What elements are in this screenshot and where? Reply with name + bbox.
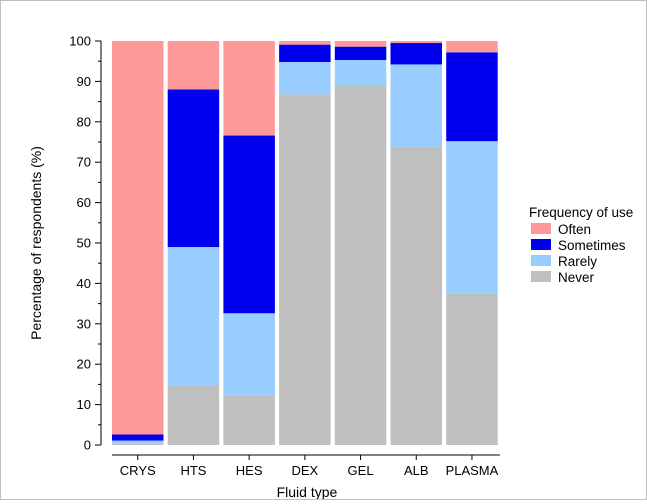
bar-segment-gel-rarely	[334, 59, 387, 86]
x-tick-label: HES	[236, 463, 263, 478]
x-tick-label: PLASMA	[446, 463, 499, 478]
y-tick-label: 100	[69, 34, 91, 49]
bar-segment-hes-often	[223, 41, 275, 136]
y-tick-label: 40	[77, 276, 91, 291]
y-tick-label: 60	[77, 195, 91, 210]
bar-segment-crys-rarely	[112, 440, 164, 444]
bar-segment-dex-never	[279, 94, 331, 445]
legend-label-rarely: Rarely	[558, 254, 597, 269]
legend-swatch-often	[531, 223, 551, 234]
legend-title: Frequency of use	[529, 205, 633, 220]
legend-label-often: Often	[558, 222, 591, 237]
x-tick-label: CRYS	[120, 463, 156, 478]
bar-segment-hts-never	[167, 385, 220, 445]
bar-segment-dex-rarely	[279, 62, 331, 95]
bar-segment-crys-never	[112, 443, 164, 445]
y-tick-label: 80	[77, 114, 91, 129]
x-tick-label: GEL	[348, 463, 374, 478]
bar-segment-alb-never	[390, 146, 442, 445]
y-tick-label: 70	[77, 155, 91, 170]
bar-segment-plasma-often	[446, 41, 498, 53]
x-tick-label: ALB	[404, 463, 429, 478]
bar-segment-plasma-rarely	[446, 141, 498, 294]
x-tick-label: DEX	[291, 463, 318, 478]
x-tick-label: HTS	[180, 463, 206, 478]
y-tick-label: 50	[77, 236, 91, 251]
legend-swatch-sometimes	[531, 239, 551, 250]
bar-segment-alb-sometimes	[390, 43, 442, 65]
bar-segment-crys-sometimes	[112, 434, 164, 441]
x-axis-title: Fluid type	[277, 484, 338, 499]
y-tick-label: 0	[84, 438, 91, 453]
bar-segment-crys-often	[112, 41, 164, 435]
bar-segment-gel-sometimes	[334, 46, 387, 60]
legend: Frequency of use OftenSometimesRarelyNeve…	[529, 205, 633, 285]
axis-layer: 0 10 20 30 40 50 60 70 80 90 100 CRYS HTS HES DEX GEL AL…	[28, 34, 500, 500]
bar-segment-dex-sometimes	[279, 44, 331, 63]
bar-segment-hts-often	[167, 41, 220, 90]
bar-segment-hes-never	[223, 395, 275, 445]
y-tick-label: 90	[77, 74, 91, 89]
y-tick-label: 20	[77, 357, 91, 372]
bar-segment-hts-rarely	[167, 247, 220, 386]
bar-segment-alb-rarely	[390, 64, 442, 147]
y-tick-label: 30	[77, 316, 91, 331]
bar-segment-dex-often	[279, 41, 331, 45]
bar-segment-gel-never	[334, 85, 387, 445]
bar-segment-plasma-never	[446, 293, 498, 445]
bar-layer	[112, 41, 498, 445]
bar-segment-hes-sometimes	[223, 135, 275, 314]
bar-segment-gel-often	[334, 41, 387, 47]
legend-swatch-rarely	[531, 255, 551, 266]
bar-segment-hes-rarely	[223, 313, 275, 396]
legend-swatch-never	[531, 271, 551, 282]
bar-segment-alb-often	[390, 41, 442, 44]
bar-segment-plasma-sometimes	[446, 52, 498, 142]
legend-label-never: Never	[558, 270, 595, 285]
legend-label-sometimes: Sometimes	[558, 238, 626, 253]
y-tick-label: 10	[77, 397, 91, 412]
bar-segment-hts-sometimes	[167, 89, 220, 248]
y-axis-title: Percentage of respondents (%)	[28, 146, 44, 340]
